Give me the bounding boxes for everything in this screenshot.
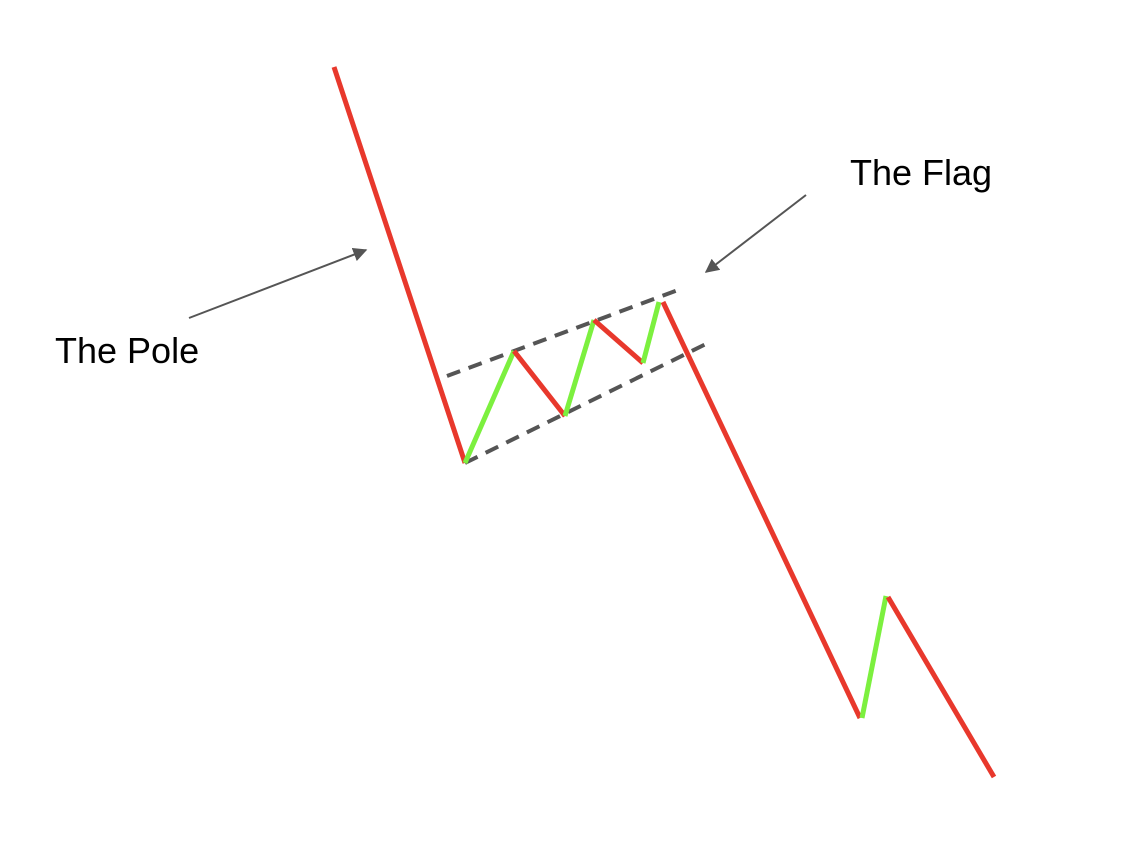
flag-arrow	[704, 194, 807, 273]
flag-lower-boundary	[464, 340, 711, 465]
pullback-up-segment	[859, 595, 889, 719]
continuation-segment	[885, 595, 997, 779]
pole-arrow	[188, 247, 368, 319]
breakdown-segment	[660, 300, 863, 720]
flag-down-segment-2	[592, 318, 645, 365]
flag-up-segment-3	[640, 301, 662, 364]
flag-down-segment-1	[512, 349, 567, 418]
flag-upper-boundary	[446, 288, 679, 378]
flag-up-segment-1	[462, 349, 517, 465]
pole-label: The Pole	[55, 330, 200, 371]
flag-up-segment-2	[562, 319, 597, 417]
pole-segment	[331, 66, 468, 464]
flag-label: The Flag	[850, 152, 993, 193]
